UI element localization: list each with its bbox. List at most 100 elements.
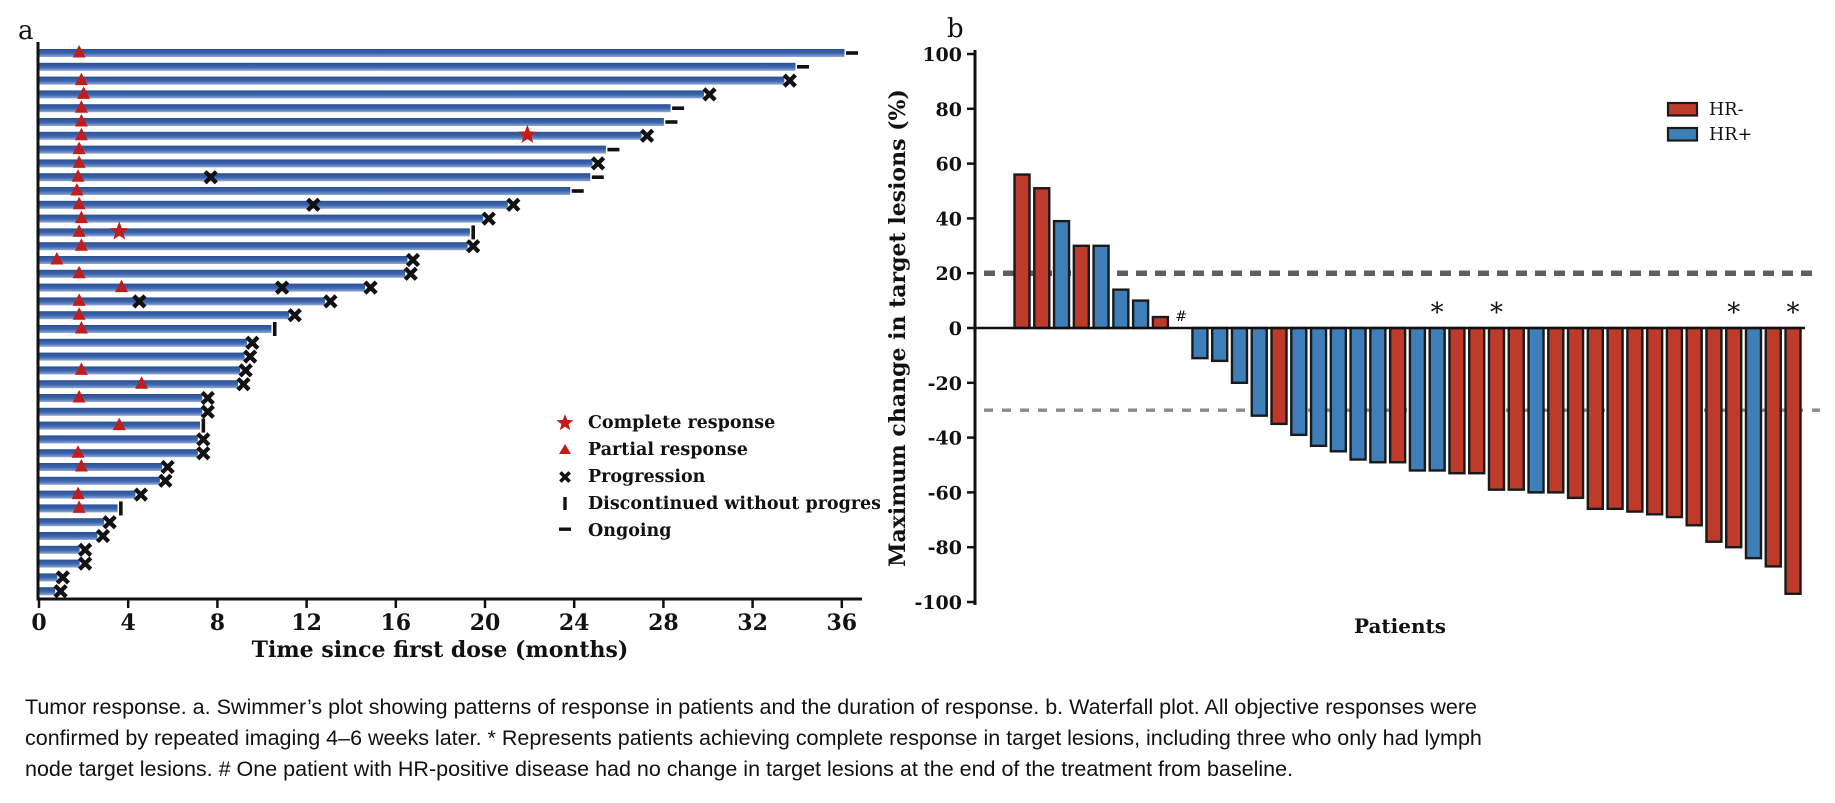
swimmer-bar: [39, 145, 606, 154]
end-progression-x-icon: [403, 266, 418, 281]
partial-response-triangle-icon: [72, 265, 86, 279]
legend-star-icon: [556, 414, 574, 431]
partial-response-triangle-icon: [50, 252, 64, 265]
caption-line-3: node target lesions. # One patient with …: [25, 757, 1294, 781]
partial-response-triangle-icon: [77, 86, 91, 99]
end-progression-x-icon: [782, 73, 797, 88]
end-progression-x-icon: [196, 446, 211, 461]
x-axis-title: Patients: [1354, 614, 1446, 638]
ongoing-dash-icon: [591, 175, 604, 179]
y-tick-label: -40: [928, 428, 962, 450]
end-progression-x-icon: [481, 211, 496, 226]
legend-label: Complete response: [588, 413, 775, 433]
x-tick-label: 0: [31, 610, 46, 636]
waterfall-bar: [1527, 326, 1545, 494]
x-axis-title: Time since first dose (months): [252, 637, 629, 663]
swimmer-bar: [39, 214, 484, 223]
star-annotation: *: [1431, 298, 1444, 328]
mid-progression-x-icon: [274, 280, 290, 295]
waterfall-bar: [1151, 315, 1170, 330]
waterfall-bar: [1507, 326, 1525, 491]
waterfall-bar: [1566, 326, 1585, 500]
y-tick-label: 60: [936, 154, 962, 176]
legend-label: Discontinued without progression: [588, 494, 880, 514]
partial-response-triangle-icon: [74, 100, 88, 113]
partial-response-triangle-icon: [72, 141, 86, 155]
end-progression-x-icon: [196, 432, 211, 447]
y-tick-label: -60: [928, 482, 962, 504]
end-progression-x-icon: [238, 363, 253, 378]
end-progression-x-icon: [506, 197, 521, 212]
y-tick-label: -100: [914, 592, 962, 614]
waterfall-bar: [1685, 326, 1703, 527]
y-tick-label: -80: [928, 537, 962, 559]
waterfall-bar: [1487, 326, 1506, 491]
caption-line-2: confirmed by repeated imaging 4–6 weeks …: [25, 726, 1482, 750]
waterfall-bar: [1428, 326, 1446, 472]
discontinued-tick-icon: [119, 501, 123, 516]
swimmer-bar: [39, 90, 705, 99]
waterfall-bar: [1290, 326, 1308, 437]
end-progression-x-icon: [236, 377, 251, 392]
end-progression-x-icon: [200, 390, 215, 406]
swimmer-bar: [39, 518, 105, 527]
ongoing-dash-icon: [796, 65, 809, 69]
swimmer-bar: [39, 311, 290, 320]
panel-b-label: b: [947, 14, 964, 44]
end-progression-x-icon: [200, 404, 215, 419]
waterfall-bar: [1092, 244, 1110, 330]
swimmer-bar: [39, 325, 272, 333]
partial-response-triangle-icon: [71, 486, 85, 500]
swimmer-bar: [39, 407, 203, 416]
complete-response-star-icon: [517, 124, 537, 143]
x-tick-label: 20: [470, 610, 501, 636]
waterfall-bar: [1468, 326, 1486, 475]
waterfall-bar: [1131, 299, 1150, 330]
y-tick-label: 100: [922, 44, 962, 66]
x-tick-label: 12: [291, 610, 322, 636]
end-progression-x-icon: [158, 473, 173, 488]
swimmer-bar: [39, 545, 80, 554]
partial-response-triangle-icon: [72, 293, 86, 306]
swimmer-bar: [39, 269, 406, 278]
waterfall-bar: [1191, 326, 1209, 360]
waterfall-bar: [1309, 326, 1328, 448]
x-tick-label: 36: [826, 610, 857, 636]
legend-label: Partial response: [588, 440, 748, 460]
end-progression-x-icon: [363, 280, 378, 295]
partial-response-triangle-icon: [74, 321, 88, 334]
waterfall-bar: [1547, 326, 1565, 494]
end-progression-x-icon: [78, 542, 93, 557]
swimmer-bar: [39, 76, 785, 85]
waterfall-bar: [1764, 326, 1782, 568]
ongoing-dash-icon: [665, 120, 678, 124]
partial-response-triangle-icon: [72, 390, 86, 403]
waterfall-bar: [1705, 326, 1723, 543]
ongoing-dash-icon: [607, 147, 620, 152]
end-progression-x-icon: [323, 294, 338, 309]
hash-annotation: #: [1175, 309, 1187, 325]
waterfall-bar: [1013, 173, 1031, 330]
star-annotation: *: [1490, 298, 1503, 328]
ongoing-dash-icon: [672, 106, 685, 110]
partial-response-triangle-icon: [74, 459, 88, 472]
y-tick-label: 0: [949, 318, 962, 340]
partial-response-triangle-icon: [71, 445, 85, 458]
waterfall-bar: [1250, 326, 1268, 417]
waterfall-bar: [1626, 326, 1644, 513]
swimmer-bar: [39, 283, 366, 292]
end-progression-x-icon: [287, 308, 302, 323]
partial-response-triangle-icon: [74, 210, 88, 224]
caption-line-1: Tumor response. a. Swimmer’s plot showin…: [25, 695, 1478, 719]
swimmer-bar: [39, 131, 642, 140]
legend-discontinued-icon: [563, 497, 567, 510]
partial-response-triangle-icon: [74, 238, 88, 251]
partial-response-triangle-icon: [72, 155, 86, 168]
partial-response-triangle-icon: [135, 376, 149, 389]
partial-response-triangle-icon: [72, 500, 86, 513]
waterfall-bar: [1052, 219, 1071, 330]
partial-response-triangle-icon: [74, 72, 88, 86]
partial-response-triangle-icon: [72, 224, 86, 237]
x-tick-label: 8: [210, 610, 225, 636]
